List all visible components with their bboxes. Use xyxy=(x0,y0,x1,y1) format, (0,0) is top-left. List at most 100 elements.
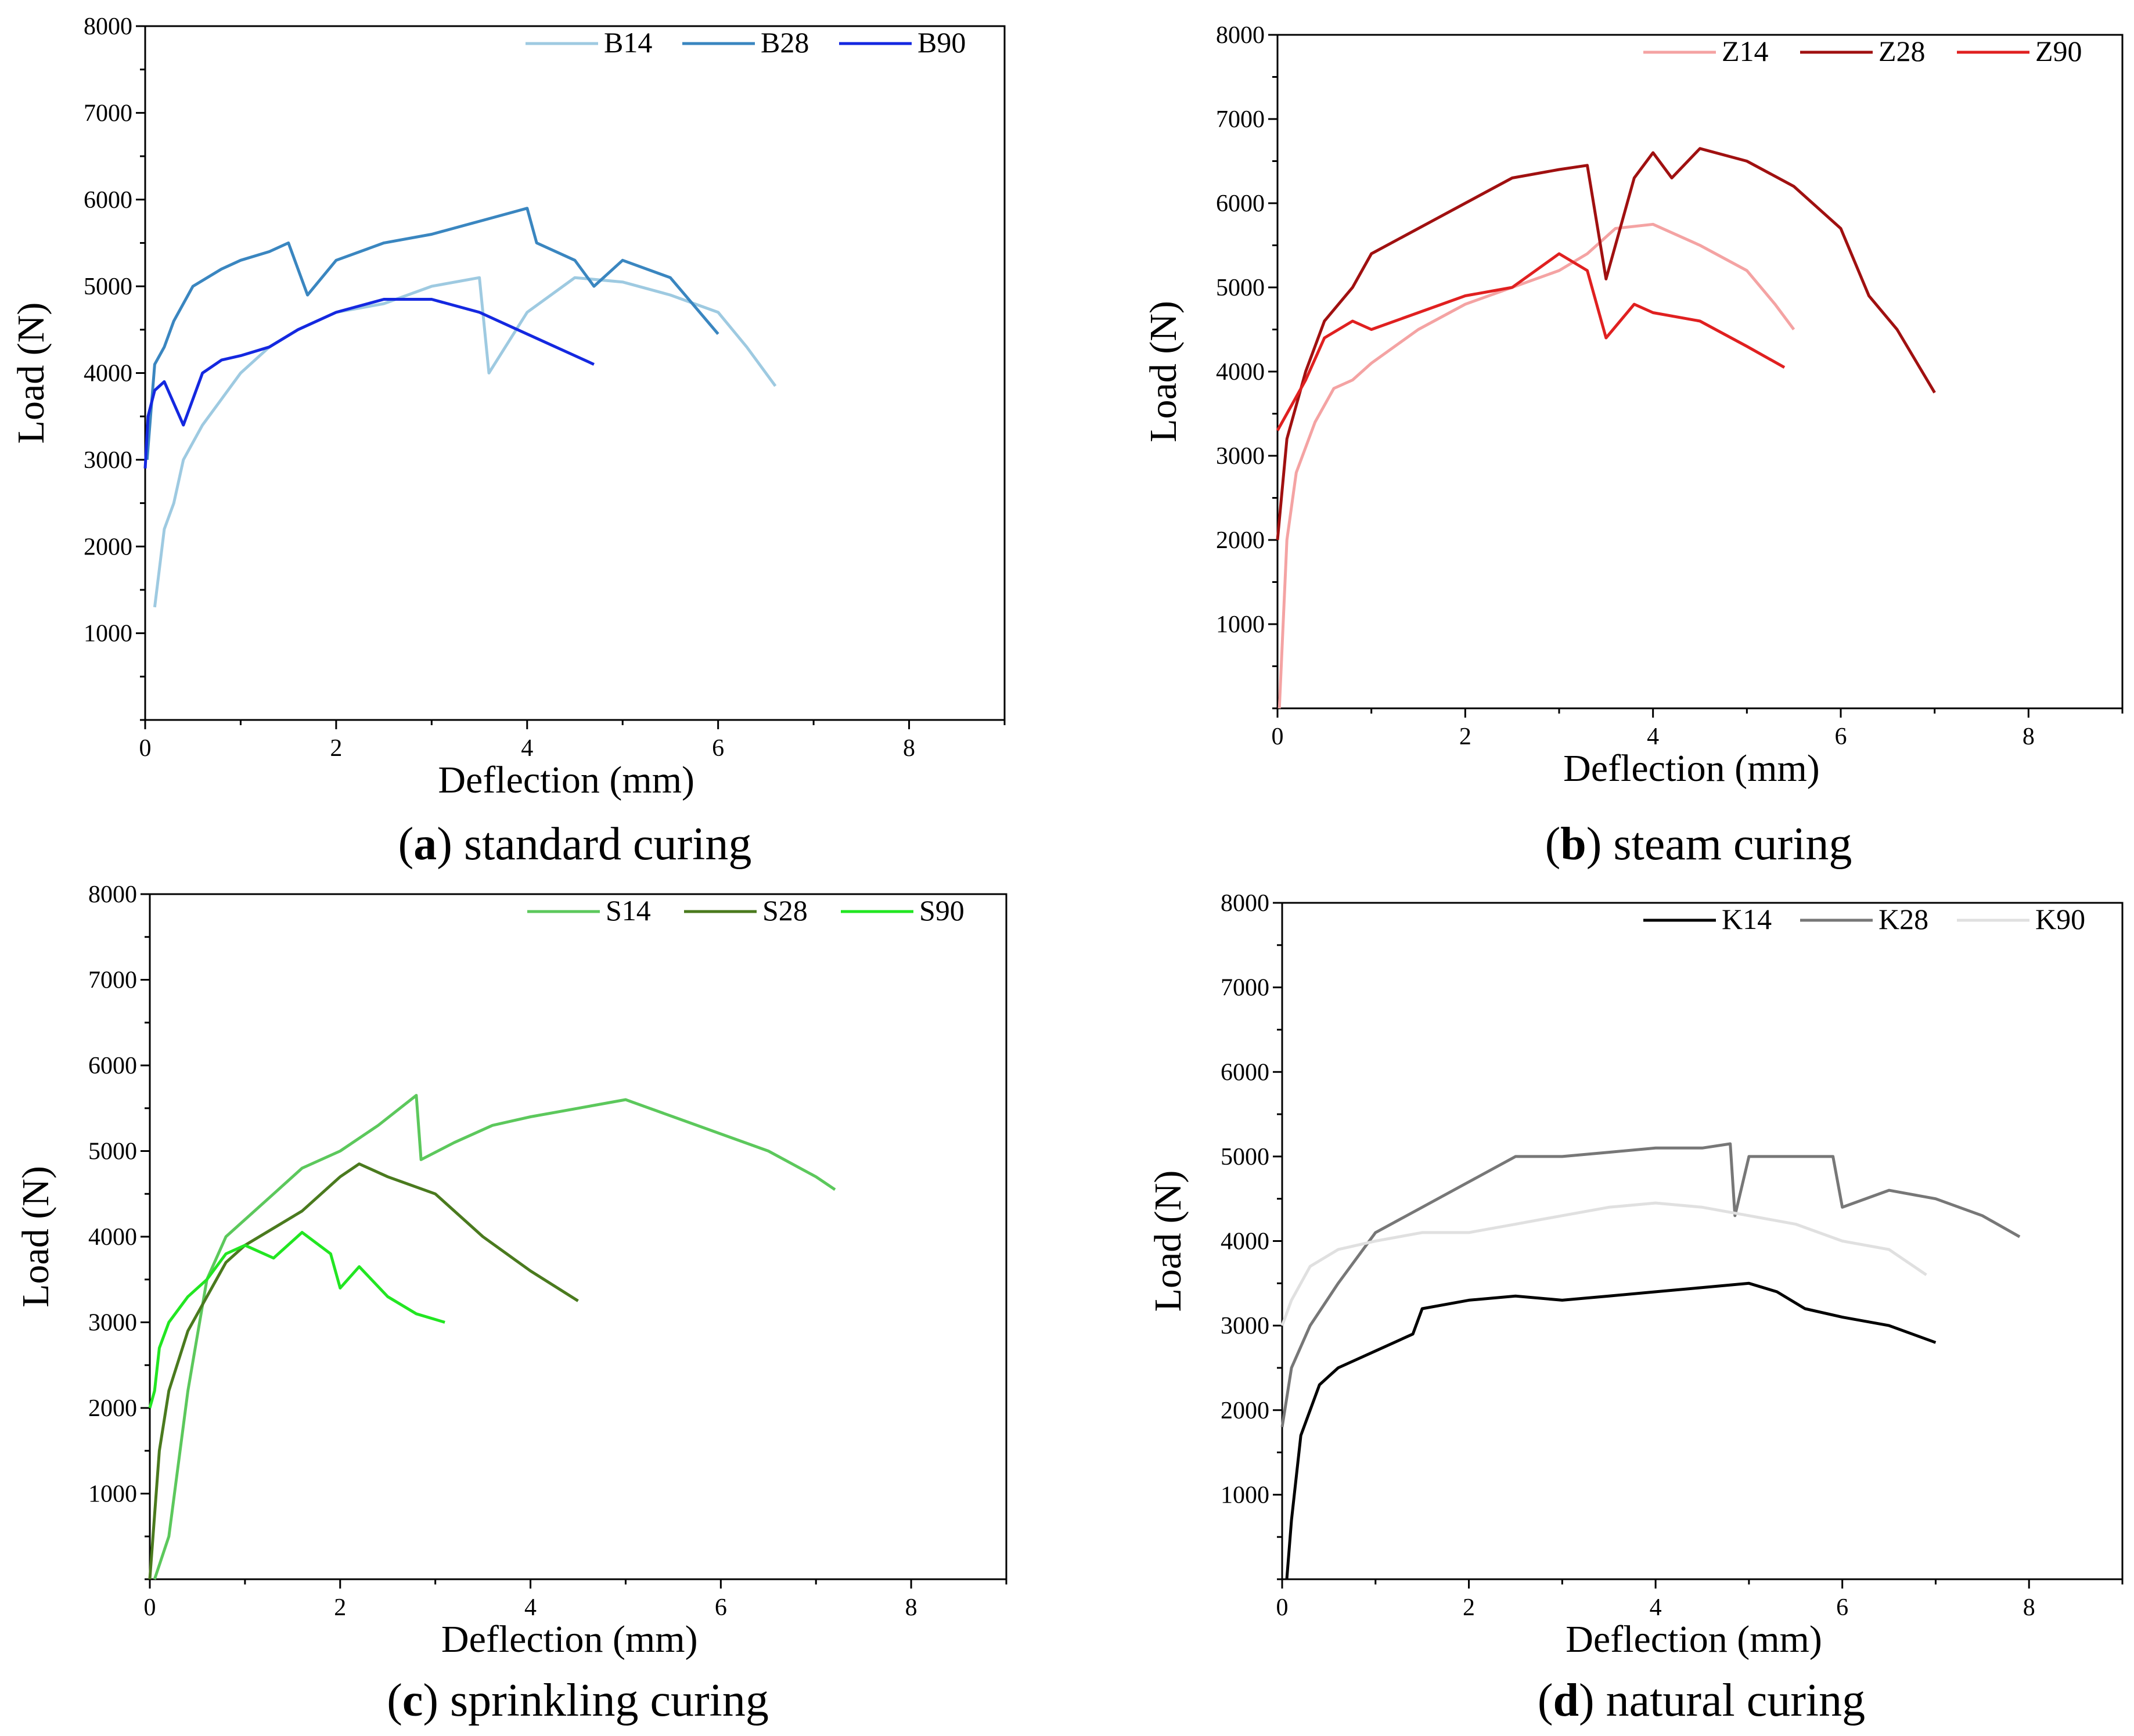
y-tick-label: 2000 xyxy=(88,1395,137,1422)
x-tick-label: 4 xyxy=(524,1594,537,1621)
series-line-s14 xyxy=(153,1094,836,1580)
panel-caption: (d) natural curing xyxy=(1538,1675,1865,1726)
series-line-b28 xyxy=(145,207,719,460)
plot-frame xyxy=(144,25,1006,721)
caption-text: standard curing xyxy=(464,819,751,870)
x-tick-label: 0 xyxy=(1276,1594,1289,1621)
caption-text: sprinkling curing xyxy=(450,1675,769,1726)
legend-label-b28: B28 xyxy=(761,26,809,59)
x-axis-title: Deflection (mm) xyxy=(1563,747,1820,790)
y-tick-label: 8000 xyxy=(88,881,137,908)
series-line-z28 xyxy=(1276,147,1936,541)
y-tick-label: 6000 xyxy=(88,1053,137,1079)
x-tick-label: 8 xyxy=(905,1594,917,1621)
y-tick-label: 6000 xyxy=(1221,1059,1269,1086)
legend-label-k14: K14 xyxy=(1722,903,1772,935)
y-tick-label: 7000 xyxy=(88,967,137,994)
y-tick-label: 5000 xyxy=(1216,275,1265,301)
y-tick-label: 7000 xyxy=(84,100,132,127)
legend-label-b14: B14 xyxy=(604,26,652,59)
series-line-s90 xyxy=(148,1231,445,1409)
y-tick-label: 8000 xyxy=(1221,890,1269,917)
x-tick-label: 6 xyxy=(1835,723,1847,750)
y-tick-label: 4000 xyxy=(84,361,132,387)
x-axis-title: Deflection (mm) xyxy=(438,759,694,801)
y-tick-label: 2000 xyxy=(1221,1398,1269,1424)
caption-letter: d xyxy=(1553,1675,1579,1726)
y-tick-label: 6000 xyxy=(1216,190,1265,217)
plot-frame xyxy=(1276,34,2124,709)
x-tick-label: 0 xyxy=(1272,723,1284,750)
legend-label-k90: K90 xyxy=(2035,903,2085,935)
x-tick-label: 6 xyxy=(715,1594,727,1621)
y-tick-label: 3000 xyxy=(84,447,132,474)
legend-label-s90: S90 xyxy=(919,894,965,927)
y-axis-title: Load (N) xyxy=(1147,1170,1189,1312)
x-tick-label: 0 xyxy=(139,735,152,762)
x-tick-label: 2 xyxy=(1459,723,1471,750)
x-tick-label: 2 xyxy=(1463,1594,1475,1621)
y-tick-label: 5000 xyxy=(84,273,132,300)
x-axis-title: Deflection (mm) xyxy=(441,1618,698,1661)
panel-caption: (c) sprinkling curing xyxy=(387,1675,769,1726)
y-tick-label: 2000 xyxy=(84,534,132,560)
y-axis-title: Load (N) xyxy=(1142,301,1185,442)
caption-letter: a xyxy=(413,819,437,870)
x-tick-label: 4 xyxy=(521,735,533,762)
series-line-k28 xyxy=(1280,1142,2021,1428)
legend-label-k28: K28 xyxy=(1879,903,1928,935)
chart-panel-c: 0 2 4 6 8 1000 2000 3000 4000 5000 6000 7000 8000 Def… xyxy=(15,881,1007,1726)
x-axis-title: Deflection (mm) xyxy=(1566,1618,1822,1661)
y-tick-label: 6000 xyxy=(84,187,132,214)
chart-panel-d: 0 2 4 6 8 1000 2000 3000 4000 5000 6000 7000 8000 Def… xyxy=(1147,890,2124,1726)
caption-text: natural curing xyxy=(1606,1675,1865,1726)
series-line-k90 xyxy=(1280,1201,1927,1326)
x-tick-label: 8 xyxy=(2023,1594,2035,1621)
x-tick-label: 8 xyxy=(2023,723,2035,750)
x-tick-label: 0 xyxy=(144,1594,156,1621)
legend-label-z28: Z28 xyxy=(1879,35,1926,67)
series-line-z90 xyxy=(1276,252,1786,431)
series-line-s28 xyxy=(148,1162,579,1580)
y-tick-label: 3000 xyxy=(1216,443,1265,470)
x-tick-label: 4 xyxy=(1647,723,1659,750)
y-tick-label: 7000 xyxy=(1216,106,1265,133)
y-tick-label: 4000 xyxy=(1216,359,1265,386)
x-tick-label: 4 xyxy=(1650,1594,1662,1621)
y-tick-label: 8000 xyxy=(84,13,132,40)
plot-frame xyxy=(1281,902,2124,1580)
caption-text: steam curing xyxy=(1613,819,1852,870)
y-tick-label: 8000 xyxy=(1216,22,1265,49)
y-tick-label: 7000 xyxy=(1221,975,1269,1002)
caption-letter: c xyxy=(402,1675,423,1726)
chart-panel-b: 0 2 4 6 8 1000 2000 3000 4000 5000 6000 7000 8000 Def… xyxy=(1142,22,2124,870)
panel-caption: (b) steam curing xyxy=(1545,819,1852,870)
y-tick-label: 2000 xyxy=(1216,527,1265,554)
series-line-b14 xyxy=(153,276,777,608)
y-axis-title: Load (N) xyxy=(15,1166,57,1308)
y-tick-label: 4000 xyxy=(1221,1229,1269,1255)
y-tick-label: 4000 xyxy=(88,1224,137,1251)
series-line-k14 xyxy=(1285,1281,1937,1580)
y-tick-label: 3000 xyxy=(88,1310,137,1337)
legend-label-s28: S28 xyxy=(762,894,808,927)
y-tick-label: 3000 xyxy=(1221,1313,1269,1339)
y-tick-label: 1000 xyxy=(88,1481,137,1508)
plot-frame xyxy=(149,893,1007,1580)
y-tick-label: 5000 xyxy=(88,1139,137,1165)
y-tick-label: 1000 xyxy=(1221,1482,1269,1508)
legend-label-s14: S14 xyxy=(606,894,651,927)
y-tick-label: 1000 xyxy=(84,621,132,647)
panel-caption: (a) standard curing xyxy=(398,819,752,870)
legend-label-z90: Z90 xyxy=(2035,35,2082,67)
series-line-b90 xyxy=(143,298,595,469)
legend-label-z14: Z14 xyxy=(1722,35,1769,67)
series-line-z14 xyxy=(1277,222,1795,709)
caption-letter: b xyxy=(1560,819,1586,870)
y-tick-label: 1000 xyxy=(1216,611,1265,638)
y-tick-label: 5000 xyxy=(1221,1144,1269,1170)
legend-label-b90: B90 xyxy=(917,26,966,59)
x-tick-label: 2 xyxy=(330,735,342,762)
y-axis-title: Load (N) xyxy=(10,302,52,444)
